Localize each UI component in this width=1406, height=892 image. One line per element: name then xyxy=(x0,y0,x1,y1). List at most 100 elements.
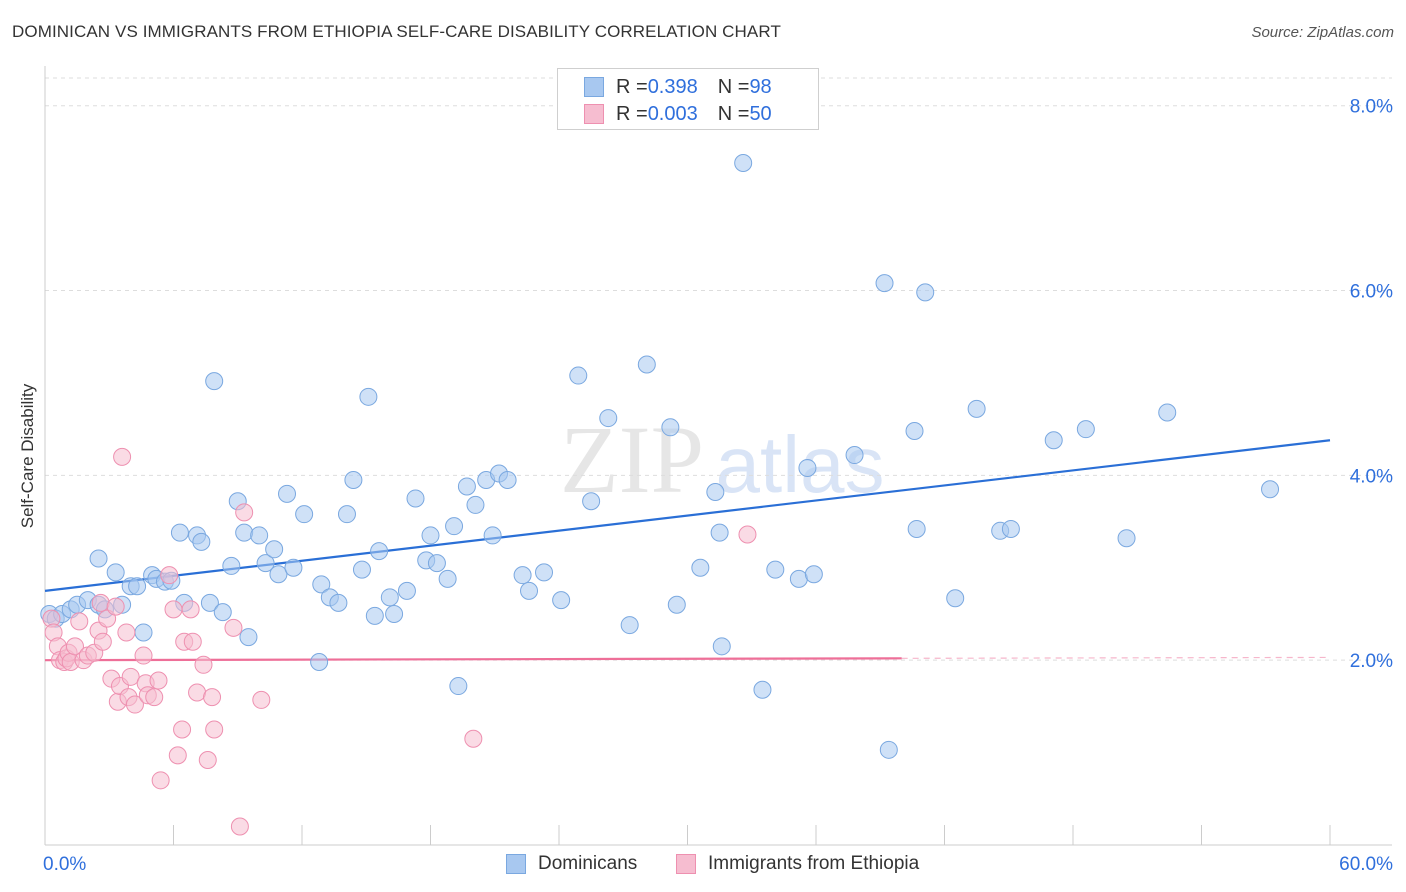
bottom-legend-ethiopia: Immigrants from Ethiopia xyxy=(676,852,919,876)
dominican-point xyxy=(1076,420,1095,439)
ethiopia-point xyxy=(235,503,254,522)
dominican-point xyxy=(706,482,725,501)
dominican-point xyxy=(804,565,823,584)
dominican-point xyxy=(269,565,288,584)
dominican-point xyxy=(520,581,539,600)
watermark: ZIP atlas xyxy=(560,406,884,513)
ethiopia-point xyxy=(164,600,183,619)
ethiopia-point xyxy=(224,618,243,637)
dominican-point xyxy=(620,616,639,635)
dominican-point xyxy=(845,446,864,465)
ethiopia-point xyxy=(230,817,249,836)
ethiopia-point xyxy=(65,637,84,656)
ethiopia-point xyxy=(125,695,144,714)
ethiopia-point xyxy=(168,746,187,765)
dominican-point xyxy=(235,523,254,542)
x-tick-label: 0.0% xyxy=(43,854,86,875)
ethiopia-point xyxy=(252,690,271,709)
dominican-point xyxy=(359,387,378,406)
dominican-point xyxy=(265,540,284,559)
legend-swatch-ethiopia xyxy=(584,104,604,124)
ethiopia-point xyxy=(194,655,213,674)
dominican-point xyxy=(483,526,502,545)
legend-n-label: N = xyxy=(717,75,750,98)
dominican-point xyxy=(385,604,404,623)
dominican-point xyxy=(582,492,601,511)
dominican-point xyxy=(445,517,464,536)
dominican-point xyxy=(239,628,258,647)
dominican-point xyxy=(370,542,389,561)
dominican-point xyxy=(552,591,571,610)
dominican-point xyxy=(256,554,275,573)
ethiopia-point xyxy=(188,683,207,702)
dominican-point xyxy=(365,606,384,625)
dominican-point xyxy=(691,558,710,577)
dominican-point xyxy=(427,554,446,573)
dominican-point xyxy=(128,577,147,596)
ethiopia-point xyxy=(205,720,224,739)
bottom-legend-label: Dominicans xyxy=(538,853,638,874)
dominican-point xyxy=(222,556,241,575)
dominican-point xyxy=(712,637,731,656)
dominican-point xyxy=(205,372,224,391)
ethiopia-trendline xyxy=(44,657,902,662)
dominican-point xyxy=(438,569,457,588)
ethiopia-point xyxy=(183,632,202,651)
ethiopia-point xyxy=(198,750,217,769)
legend-r-value: 0.003 xyxy=(647,102,698,125)
dominican-point xyxy=(766,560,785,579)
y-tick-label: 2.0% xyxy=(1350,651,1393,672)
watermark-zip: ZIP xyxy=(560,406,704,513)
legend-n-label: N = xyxy=(717,102,750,125)
chart-title: DOMINICAN VS IMMIGRANTS FROM ETHIOPIA SE… xyxy=(12,22,781,41)
dominican-point xyxy=(170,523,189,542)
source-label: Source: ZipAtlas.com xyxy=(1251,24,1394,41)
dominican-point xyxy=(513,566,532,585)
dominican-point xyxy=(329,593,348,612)
dominican-point xyxy=(295,505,314,524)
dominican-point xyxy=(946,589,965,608)
legend-row-dominicans: R = 0.398 N = 98 xyxy=(584,74,772,100)
legend-n-value: 98 xyxy=(749,75,772,98)
ethiopia-point xyxy=(121,667,140,686)
dominican-point xyxy=(1158,403,1177,422)
dominican-point xyxy=(352,560,371,579)
bottom-legend-dominicans: Dominicans xyxy=(506,852,637,876)
dominican-point xyxy=(406,489,425,508)
ethiopia-point xyxy=(738,525,757,544)
dominican-point xyxy=(599,409,618,428)
dominican-point xyxy=(710,523,729,542)
legend-n-value: 50 xyxy=(749,102,772,125)
dominican-point xyxy=(753,680,772,699)
dominican-point xyxy=(667,595,686,614)
ethiopia-point xyxy=(464,729,483,748)
bottom-legend-swatch-dominicans xyxy=(506,854,526,874)
legend: R = 0.398 N = 98 R = 0.003 N = 50 xyxy=(557,68,819,130)
ethiopia-point xyxy=(113,447,132,466)
legend-row-ethiopia: R = 0.003 N = 50 xyxy=(584,101,772,127)
dominican-point xyxy=(213,603,232,622)
dominican-point xyxy=(661,418,680,437)
ethiopia-point xyxy=(91,593,110,612)
y-tick-label: 6.0% xyxy=(1350,282,1393,303)
dominican-point xyxy=(200,593,219,612)
dominican-point xyxy=(734,154,753,173)
legend-r-label: R = xyxy=(616,75,648,98)
dominican-point xyxy=(905,422,924,441)
bottom-legend-label: Immigrants from Ethiopia xyxy=(708,853,920,874)
ethiopia-point xyxy=(106,597,125,616)
dominican-point xyxy=(569,366,588,385)
dominican-point xyxy=(879,740,898,759)
legend-r-value: 0.398 xyxy=(647,75,698,98)
dominican-point xyxy=(916,283,935,302)
dominican-point xyxy=(535,563,554,582)
ethiopia-point xyxy=(151,771,170,790)
dominican-point xyxy=(457,477,476,496)
ethiopia-point xyxy=(181,600,200,619)
dominican-point xyxy=(466,495,485,514)
dominican-point xyxy=(310,653,329,672)
ethiopia-point xyxy=(93,632,112,651)
ethiopia-point xyxy=(160,566,179,585)
dominican-point xyxy=(284,558,303,577)
